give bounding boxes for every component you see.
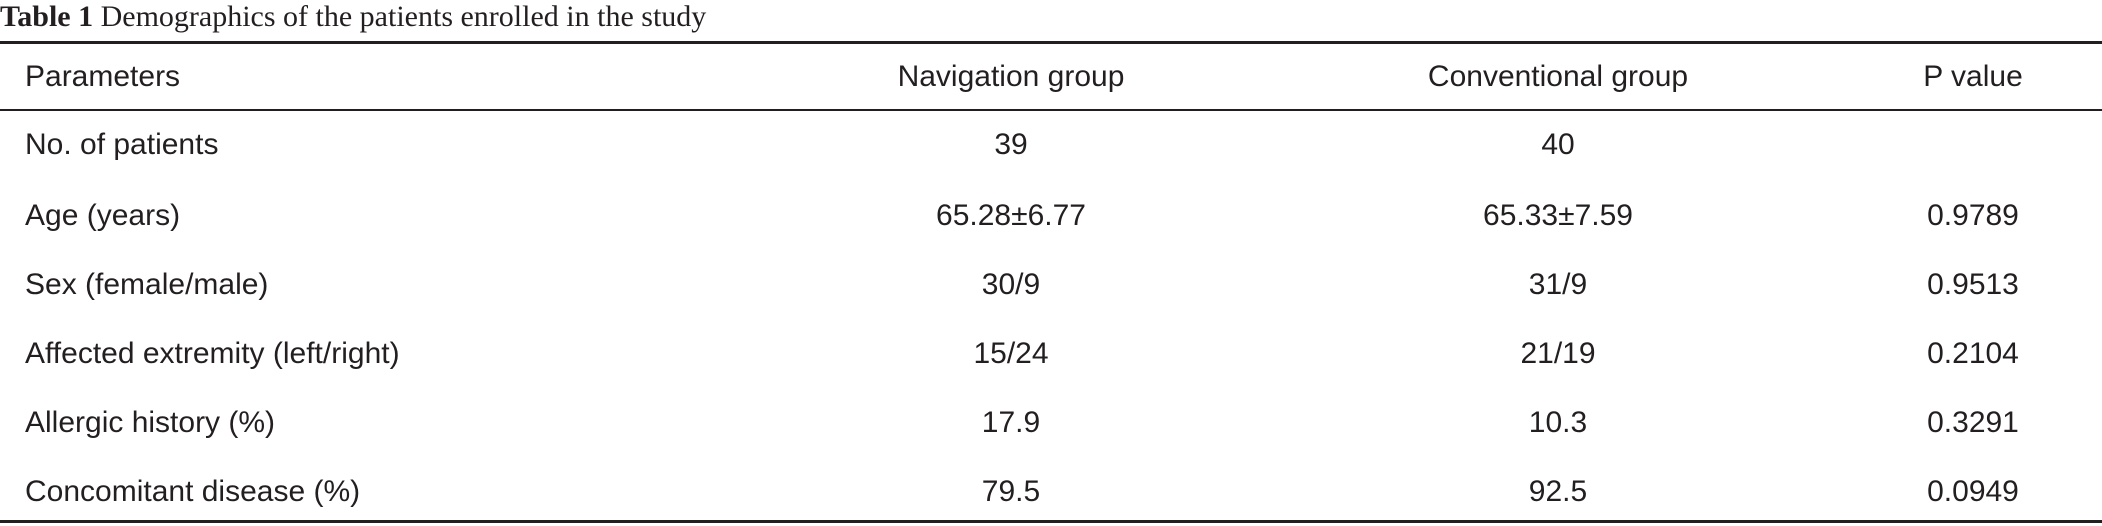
- row-label: Sex (female/male): [25, 267, 269, 301]
- conventional-value: 92.5: [1528, 474, 1588, 508]
- navigation-value: 79.5: [981, 474, 1041, 508]
- column-header-navigation-group: Navigation group: [897, 59, 1125, 93]
- column-header-conventional-group: Conventional group: [1427, 59, 1689, 93]
- table-row: Sex (female/male) 30/9 31/9 0.9513: [0, 250, 2102, 319]
- row-label: Age (years): [25, 198, 181, 232]
- table-caption-text: Demographics of the patients enrolled in…: [100, 0, 707, 33]
- navigation-value: 15/24: [973, 336, 1049, 370]
- table-row: No. of patients 39 40: [0, 109, 2102, 181]
- conventional-value: 65.33±7.59: [1483, 198, 1633, 232]
- table-caption: Table 1 Demographics of the patients enr…: [0, 0, 706, 38]
- table-top-rule: [0, 41, 2102, 44]
- navigation-value: 17.9: [981, 405, 1041, 439]
- conventional-value: 10.3: [1528, 405, 1588, 439]
- p-value: 0.9513: [1927, 267, 2019, 301]
- demographics-table: Parameters Navigation group Conventional…: [0, 44, 2102, 526]
- conventional-value: 40: [1541, 128, 1575, 161]
- row-label: No. of patients: [25, 128, 219, 161]
- row-label: Concomitant disease (%): [25, 474, 361, 508]
- table-row: Allergic history (%) 17.9 10.3 0.3291: [0, 388, 2102, 457]
- conventional-value: 21/19: [1520, 336, 1596, 370]
- table-row: Affected extremity (left/right) 15/24 21…: [0, 319, 2102, 388]
- table-row: Age (years) 65.28±6.77 65.33±7.59 0.9789: [0, 181, 2102, 250]
- table-caption-label: Table 1: [0, 0, 94, 33]
- p-value: 0.0949: [1927, 474, 2019, 508]
- table-bottom-rule: [0, 520, 2102, 523]
- table-header-rule: [0, 109, 2102, 111]
- navigation-value: 30/9: [981, 267, 1041, 301]
- navigation-value: 39: [994, 128, 1028, 161]
- column-header-parameters: Parameters: [25, 59, 181, 93]
- p-value: 0.9789: [1927, 198, 2019, 232]
- table-row: Concomitant disease (%) 79.5 92.5 0.0949: [0, 457, 2102, 526]
- p-value: [1819, 109, 2102, 181]
- p-value: 0.2104: [1927, 336, 2019, 370]
- conventional-value: 31/9: [1528, 267, 1588, 301]
- row-label: Allergic history (%): [25, 405, 276, 439]
- column-header-p-value: P value: [1923, 59, 2023, 93]
- table-header-row: Parameters Navigation group Conventional…: [0, 44, 2102, 109]
- row-label: Affected extremity (left/right): [25, 336, 400, 370]
- p-value: 0.3291: [1927, 405, 2019, 439]
- navigation-value: 65.28±6.77: [936, 198, 1086, 232]
